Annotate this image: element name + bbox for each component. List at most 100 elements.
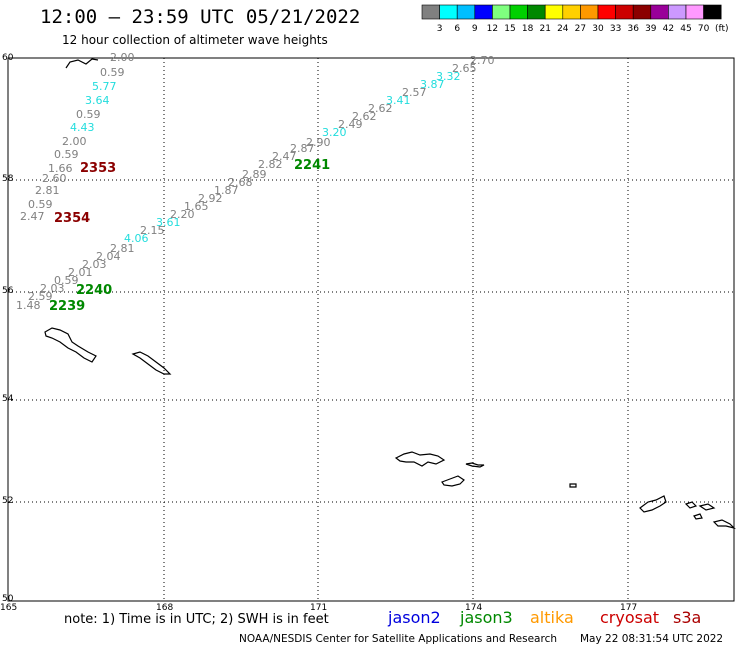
- legend-s3a: s3a: [673, 608, 702, 627]
- colorbar: 3 6 9 12 15 18 21 24 27 30 33 36 39 42 45 70 (ft): [421, 4, 729, 34]
- wave-height-label: 3.32: [436, 70, 461, 83]
- map-subtitle: 12 hour collection of altimeter wave hei…: [62, 33, 328, 47]
- wave-height-label: 2.81: [110, 242, 135, 255]
- little-kiska-island: [684, 501, 698, 509]
- colorbar-tick-label: 9: [472, 24, 478, 34]
- map-title: 12:00 – 23:59 UTC 05/21/2022: [40, 6, 361, 28]
- map-frame: [7, 57, 735, 602]
- colorbar-tick-label: 6: [454, 24, 460, 34]
- colorbar-swatch: [650, 4, 669, 20]
- wave-height-label: 2.92: [198, 192, 223, 205]
- colorbar-tick-label: 18: [522, 24, 534, 34]
- wave-height-label: 2.89: [242, 168, 267, 181]
- wave-height-label: 3.64: [85, 94, 110, 107]
- legend-jason3: jason3: [460, 608, 513, 627]
- wave-height-label: 1.66: [48, 162, 73, 175]
- pass-time-label: 2241: [294, 158, 330, 173]
- wave-height-labels: 2.000.595.773.640.594.432.000.591.662.60…: [16, 51, 495, 312]
- colorbar-tick-label: 21: [539, 24, 550, 34]
- colorbar-swatch: [474, 4, 493, 20]
- colorbar-swatch: [421, 4, 440, 20]
- lon-label-165: 165: [0, 603, 17, 613]
- footer-timestamp: May 22 08:31:54 UTC 2022: [580, 633, 724, 645]
- pass-time-label: 2240: [76, 283, 112, 298]
- colorbar-tick-label: 12: [487, 24, 498, 34]
- wave-height-label: 2.70: [470, 54, 495, 67]
- colorbar-swatch: [527, 4, 546, 20]
- colorbar-tick-label: 42: [663, 24, 674, 34]
- coastline-kamchatka: [65, 58, 99, 69]
- colorbar-tick-label: 33: [610, 24, 621, 34]
- wave-height-label: 3.87: [420, 78, 445, 91]
- agattu-island: [465, 462, 485, 468]
- coastlines: [44, 58, 736, 530]
- lon-label-168: 168: [156, 603, 173, 613]
- wave-height-label: 2.00: [62, 135, 87, 148]
- lat-label-56: 56: [2, 286, 14, 296]
- colorbar-tick-label: 30: [592, 24, 604, 34]
- lat-label-50: 50: [2, 594, 14, 604]
- wave-height-label: 2.49: [338, 118, 363, 131]
- wave-height-label: 1.65: [184, 200, 209, 213]
- legend-cryosat: cryosat: [600, 608, 660, 627]
- wave-height-label: 2.04: [96, 250, 121, 263]
- buldir-island: [569, 483, 577, 488]
- colorbar-tick-label: 36: [627, 24, 639, 34]
- attu-island: [394, 451, 446, 467]
- colorbar-tick-label: 24: [557, 24, 569, 34]
- bering-island: [44, 327, 97, 363]
- colorbar-tick-label: 70: [698, 24, 710, 34]
- colorbar-swatch: [492, 4, 511, 20]
- lon-label-177: 177: [620, 603, 637, 613]
- colorbar-swatch: [580, 4, 599, 20]
- wave-height-label: 2.59: [28, 290, 53, 303]
- wave-height-label: 3.41: [386, 94, 411, 107]
- wave-height-label: 2.15: [140, 224, 165, 237]
- footer-note: note: 1) Time is in UTC; 2) SWH is in fe…: [64, 612, 329, 627]
- pass-time-label: 2353: [80, 161, 116, 176]
- wave-height-label: 2.20: [170, 208, 195, 221]
- wave-height-label: 3.20: [322, 126, 347, 139]
- lon-label-174: 174: [465, 603, 482, 613]
- colorbar-swatch: [615, 4, 634, 20]
- rat-island: [693, 513, 703, 520]
- colorbar-swatch: [703, 4, 722, 20]
- colorbar-tick-label: 45: [680, 24, 691, 34]
- kiska-island: [639, 495, 667, 513]
- wave-height-label: 0.59: [100, 66, 125, 79]
- colorbar-swatch: [685, 4, 704, 20]
- wave-height-label: 2.01: [68, 266, 93, 279]
- lat-label-58: 58: [2, 174, 14, 184]
- colorbar-swatch: [509, 4, 528, 20]
- wave-height-label: 0.59: [28, 198, 53, 211]
- wave-height-label: 2.60: [42, 172, 67, 185]
- colorbar-tick-label: 15: [504, 24, 515, 34]
- wave-height-label: 2.62: [352, 110, 377, 123]
- segula-island: [698, 503, 716, 511]
- colorbar-swatch: [439, 4, 458, 20]
- wave-height-label: 1.87: [214, 184, 239, 197]
- lat-label-52: 52: [2, 496, 13, 506]
- legend-jason2: jason2: [388, 608, 441, 627]
- wave-height-label: 2.65: [452, 62, 477, 75]
- wave-height-label: 3.61: [156, 216, 181, 229]
- wave-height-label: 0.59: [76, 108, 101, 121]
- wave-height-label: 0.59: [54, 148, 79, 161]
- colorbar-swatch: [456, 4, 476, 20]
- wave-height-label: 2.87: [290, 142, 315, 155]
- colorbar-swatch: [562, 4, 581, 20]
- wave-height-label: 2.82: [258, 158, 283, 171]
- wave-height-label: 2.47: [20, 210, 45, 223]
- colorbar-tick-label: 3: [437, 24, 443, 34]
- wave-height-label: 2.57: [402, 86, 427, 99]
- pass-time-label: 2354: [54, 211, 90, 226]
- semichi-islands: [441, 475, 465, 487]
- wave-height-label: 2.03: [40, 282, 65, 295]
- wave-height-label: 0.59: [54, 274, 79, 287]
- footer-credit: NOAA/NESDIS Center for Satellite Applica…: [239, 633, 557, 645]
- wave-height-label: 4.43: [70, 121, 95, 134]
- lat-label-54: 54: [2, 394, 14, 404]
- legend-altika: altika: [530, 608, 574, 627]
- pass-time-label: 2239: [49, 299, 85, 314]
